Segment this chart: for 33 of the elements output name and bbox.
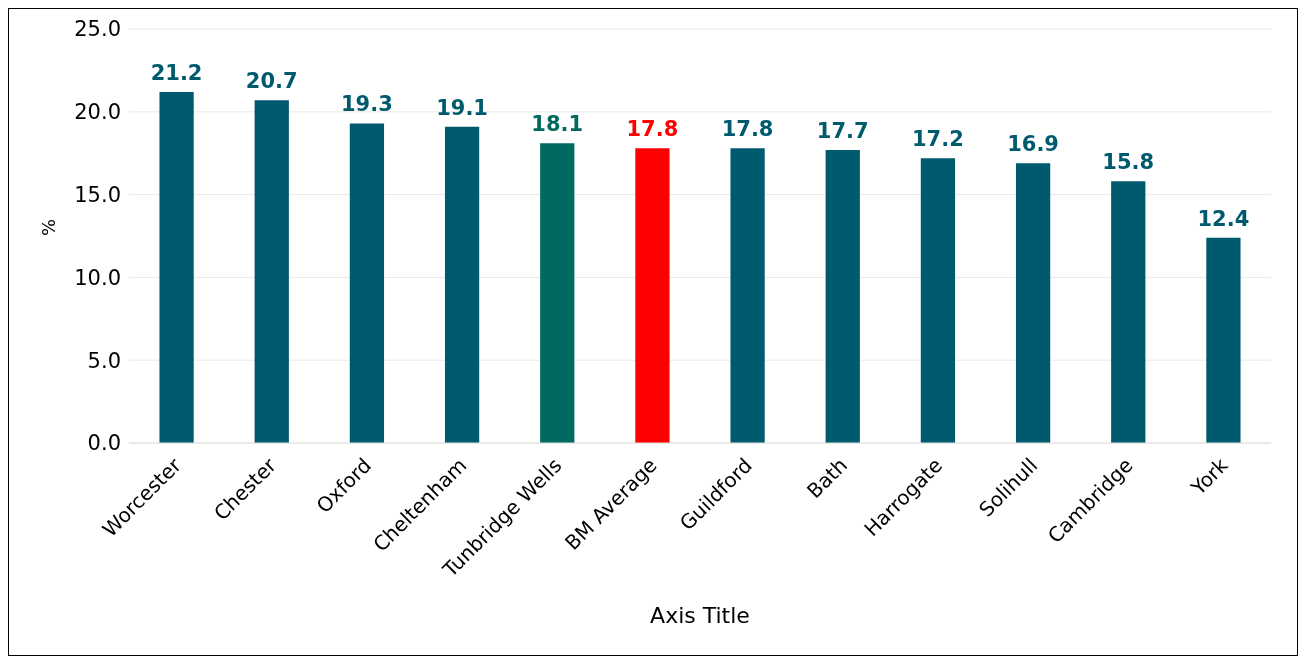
data-label: 15.8 [1102, 150, 1155, 175]
bar [349, 123, 385, 443]
data-label: 20.7 [245, 69, 298, 94]
data-label: 16.9 [1007, 132, 1059, 157]
y-tick-label: 0.0 [87, 431, 121, 456]
data-label: 18.1 [531, 112, 584, 137]
bar [1015, 163, 1051, 443]
bar [920, 158, 956, 443]
y-axis-title: % [38, 218, 60, 236]
bar [444, 126, 480, 443]
x-axis-title: Axis Title [650, 603, 750, 628]
bar [254, 100, 289, 443]
data-label: 19.1 [436, 95, 488, 120]
y-tick-label: 20.0 [74, 100, 121, 125]
y-tick-label: 15.0 [74, 183, 121, 208]
bar [635, 148, 670, 443]
bar [540, 143, 575, 443]
data-label: 17.8 [626, 117, 679, 142]
bar [159, 91, 194, 443]
x-tick-label: York [1185, 452, 1233, 501]
data-label: 17.8 [721, 117, 774, 142]
bar [1111, 181, 1146, 443]
data-label: 21.2 [150, 60, 203, 85]
y-tick-label: 25.0 [74, 17, 121, 42]
y-tick-label: 5.0 [87, 348, 121, 373]
bar [825, 149, 860, 443]
data-label: 17.7 [816, 118, 869, 143]
y-tick-label: 10.0 [74, 265, 121, 290]
data-label: 19.3 [341, 92, 393, 117]
data-label: 12.4 [1197, 206, 1250, 231]
bar [1206, 237, 1241, 443]
data-label: 17.2 [912, 127, 964, 152]
bar [730, 148, 765, 443]
